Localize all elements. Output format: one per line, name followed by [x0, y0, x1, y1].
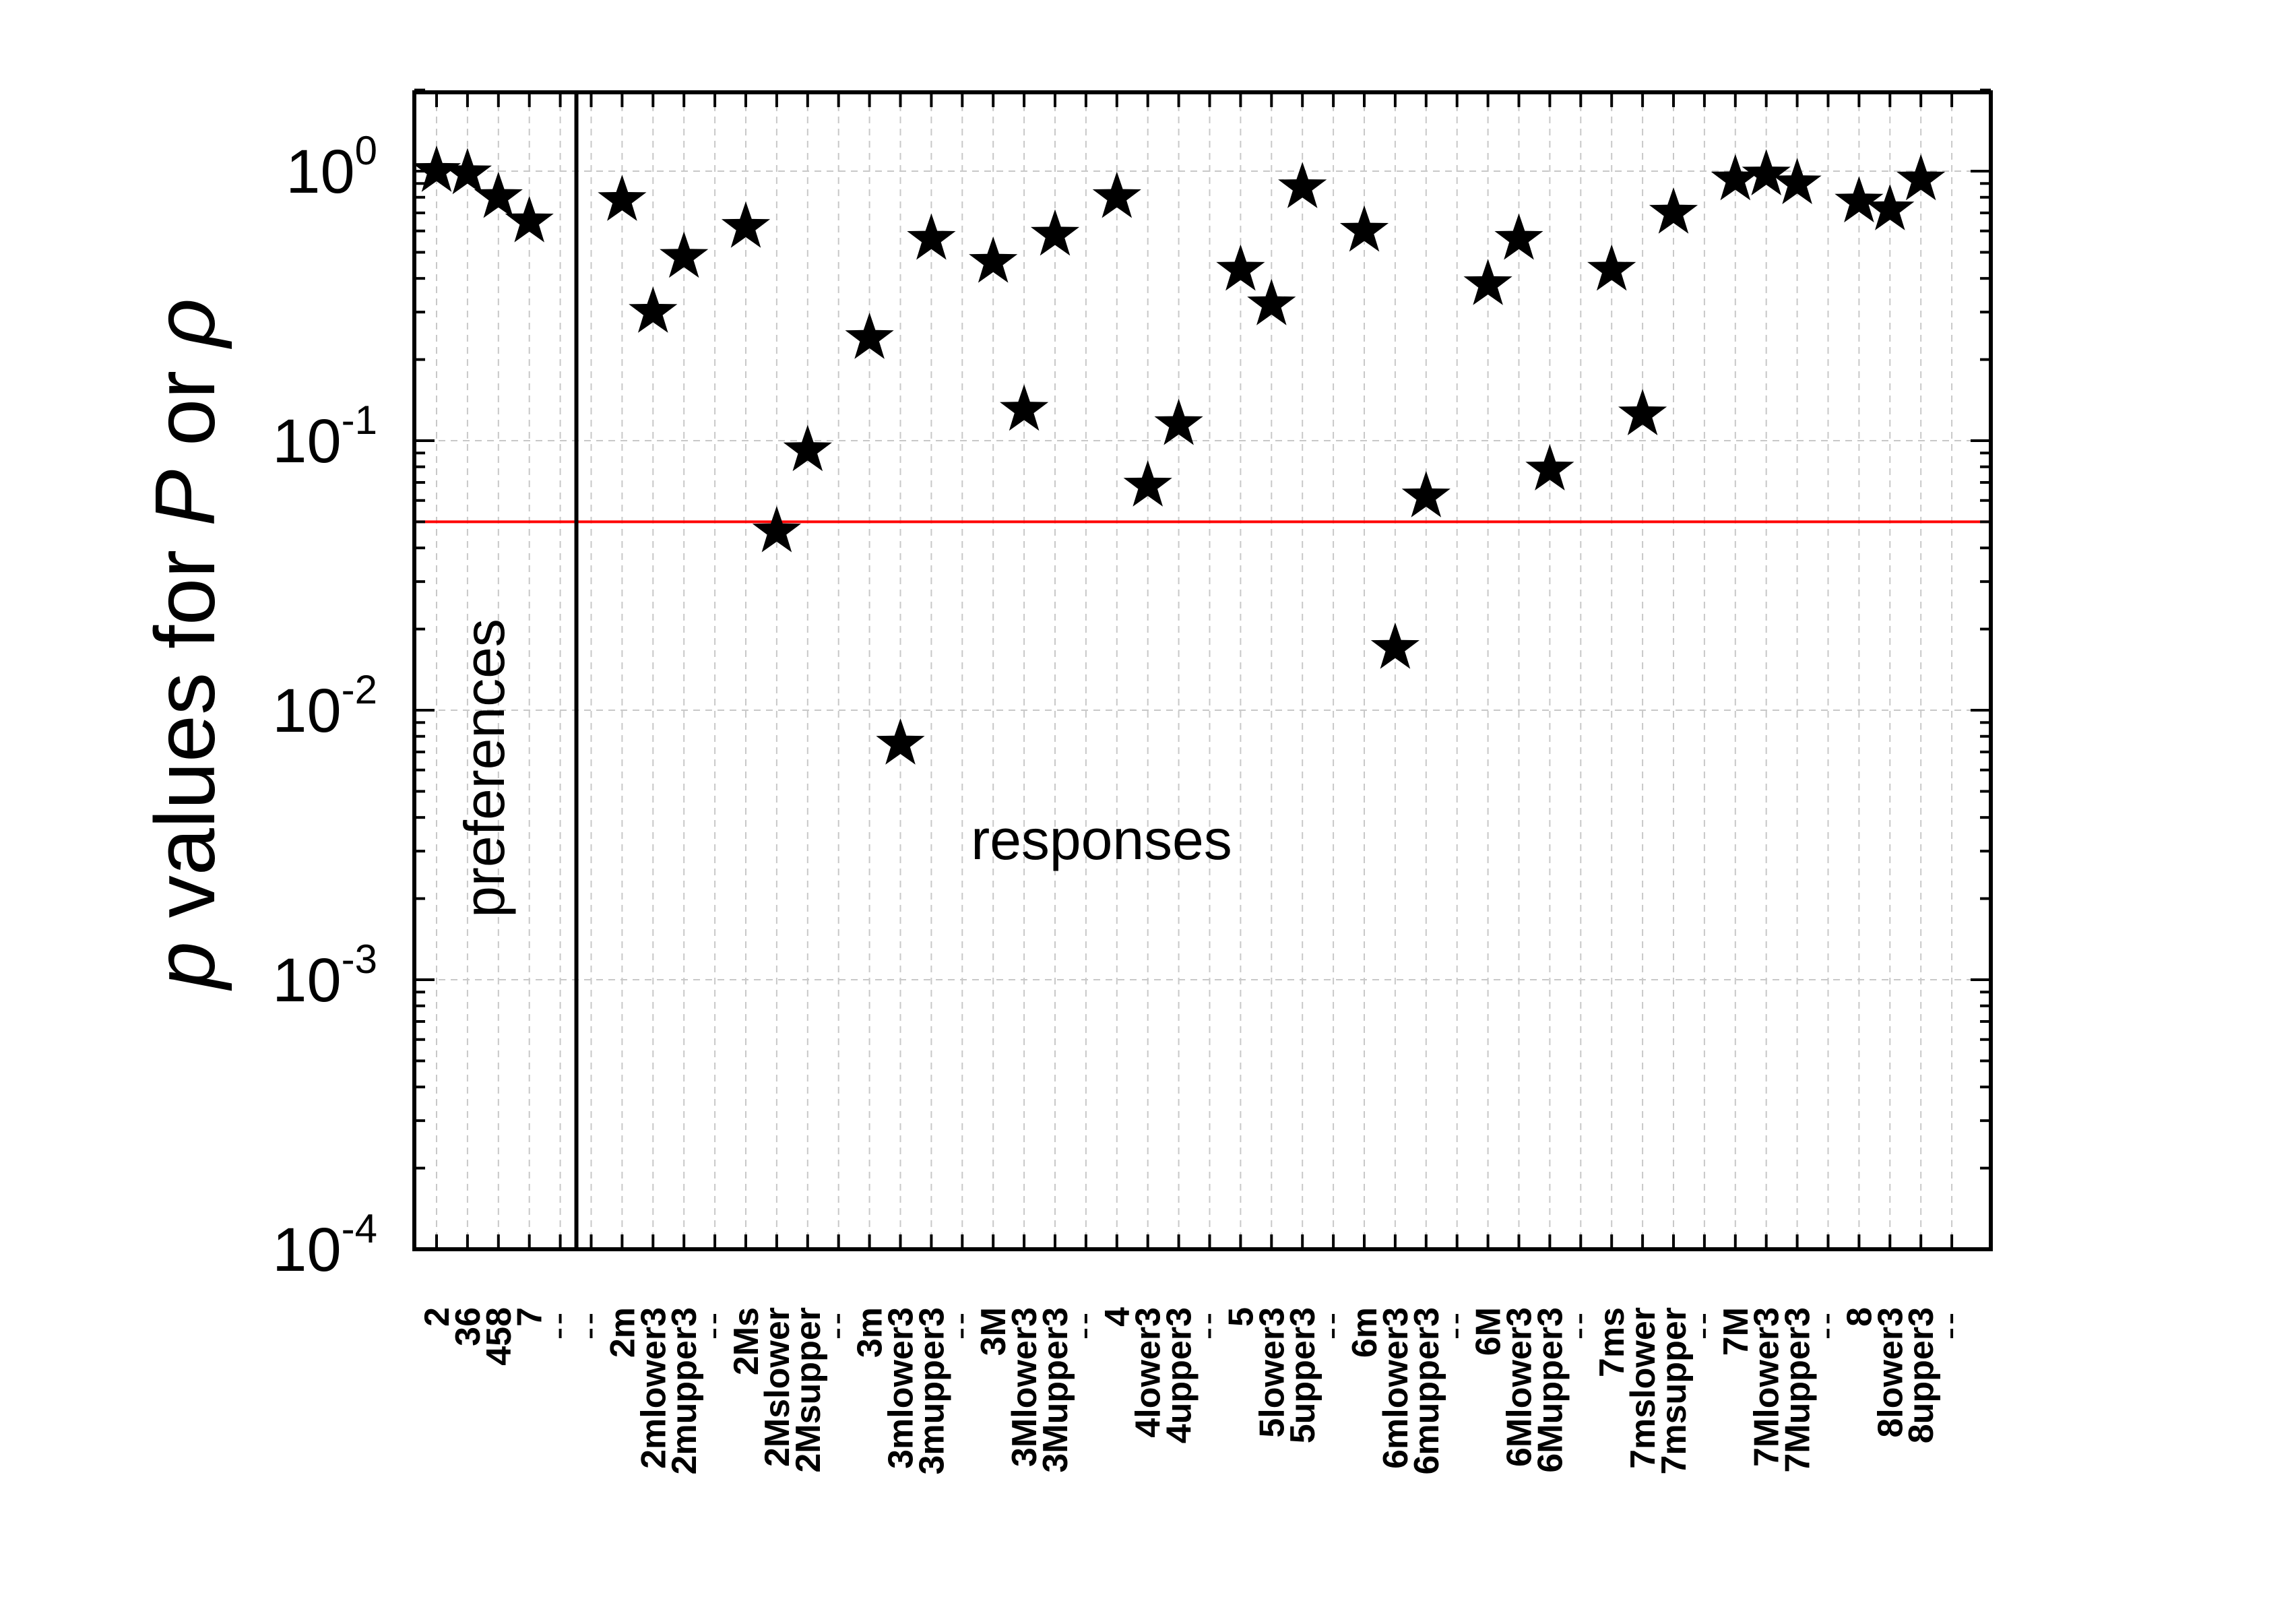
x-tick-label: 7Mupper3 [1779, 1307, 1818, 1473]
x-tick-label: 2Ms [727, 1307, 766, 1375]
x-tick-label: 7mslower [1624, 1307, 1663, 1469]
x-tick-label: 2 [418, 1307, 457, 1327]
data-point-star [629, 286, 678, 333]
data-point-star [1030, 209, 1080, 256]
data-point-star [1216, 244, 1265, 291]
data-point-star [443, 148, 492, 195]
data-point-star [505, 195, 554, 243]
data-point-star [783, 425, 832, 472]
data-point-star [1092, 171, 1141, 218]
x-tick-label: 3mlower3 [882, 1307, 921, 1469]
data-point-star [474, 171, 523, 218]
data-point-star [1463, 259, 1512, 305]
x-tick-label: 7 [511, 1307, 550, 1327]
data-point-star [907, 213, 956, 260]
x-tick-label: 3Mlower3 [1005, 1307, 1044, 1467]
x-tick-label: 5 [1221, 1307, 1261, 1327]
x-tick-label: 7Mlower3 [1748, 1307, 1787, 1467]
y-axis-label-P: P [137, 470, 232, 526]
x-tick-label: 458 [480, 1307, 519, 1366]
y-axis: 100 10-1 10-2 10-3 10-4 [272, 88, 1991, 1284]
y-tick-label: 10-3 [272, 937, 377, 1015]
data-point-star [1835, 176, 1884, 223]
data-point-star [1000, 384, 1049, 431]
data-point-star [1865, 184, 1915, 230]
x-tick-label: 2mupper3 [665, 1307, 704, 1475]
data-point-star [1742, 149, 1791, 195]
data-point-star [1154, 398, 1203, 445]
annotation-preferences: preferences [453, 619, 516, 918]
x-tick-label: 6mupper3 [1407, 1307, 1446, 1475]
data-point-star [1339, 205, 1389, 252]
x-tick-label: 4upper3 [1160, 1307, 1199, 1443]
grid-layer [414, 92, 1991, 1250]
x-tick-label: 3m [851, 1307, 890, 1358]
data-point-star [845, 312, 894, 359]
x-tick-label: 7ms [1593, 1307, 1632, 1377]
data-series [412, 146, 1946, 765]
data-point-star [1711, 154, 1760, 201]
x-tick-label: 2Msupper [789, 1307, 828, 1473]
plot-border [412, 90, 1993, 1251]
y-axis-label-text: values for [137, 526, 232, 941]
x-tick-label: 8upper3 [1902, 1307, 1941, 1443]
data-point-star [1896, 154, 1946, 201]
x-tick-label: 2m [603, 1307, 642, 1358]
x-tick-label: 6mlower3 [1376, 1307, 1415, 1469]
data-point-star [1370, 622, 1420, 669]
x-tick-label: 36 [449, 1307, 488, 1346]
y-tick-label: 10-1 [272, 398, 377, 476]
y-tick-label: 100 [286, 128, 377, 206]
y-axis-label-rho: ρ [137, 298, 232, 350]
x-tick-label: 6Mupper3 [1531, 1307, 1570, 1473]
data-point-star [412, 146, 461, 192]
y-tick-label: 10-2 [272, 667, 377, 745]
x-tick-label: 8lower3 [1871, 1307, 1910, 1438]
data-point-star [1618, 389, 1667, 435]
x-tick-label: 2mlower3 [634, 1307, 673, 1469]
y-axis-label-or: or [137, 347, 232, 470]
x-tick-label: 8 [1840, 1307, 1879, 1327]
data-point-star [1649, 187, 1698, 234]
x-tick-label: 3Mupper3 [1036, 1307, 1075, 1473]
x-tick-label: 6m [1345, 1307, 1384, 1358]
x-tick-label: 6M [1469, 1307, 1508, 1356]
data-point-star [1123, 460, 1172, 507]
data-point-star [969, 236, 1018, 283]
data-point-star [1587, 244, 1636, 291]
data-point-star [1494, 213, 1543, 260]
x-tick-label: 7msupper [1655, 1307, 1694, 1475]
x-tick-label: 4lower3 [1129, 1307, 1168, 1438]
x-tick-label: 6Mlower3 [1500, 1307, 1539, 1467]
x-tick-label: 5upper3 [1283, 1307, 1322, 1443]
data-point-star [721, 201, 771, 248]
data-point-star [876, 718, 925, 765]
x-tick-label: 4 [1098, 1307, 1137, 1327]
y-axis-label: p values for P or ρ [137, 298, 232, 992]
x-tick-label: 3M [974, 1307, 1013, 1356]
data-point-star [1773, 158, 1822, 204]
data-point-star [752, 505, 801, 553]
y-tick-label: 10-4 [272, 1206, 377, 1284]
data-point-star [1401, 471, 1450, 517]
data-point-star [660, 231, 709, 278]
data-point-star [1525, 444, 1574, 491]
x-tick-label: 5lower3 [1252, 1307, 1292, 1438]
data-point-star [1247, 278, 1296, 325]
x-tick-label: 7M [1717, 1307, 1756, 1356]
data-point-star [598, 175, 647, 221]
annotation-responses: responses [971, 808, 1232, 871]
plot-frame [412, 90, 1993, 1251]
x-tick-label: 3mupper3 [912, 1307, 951, 1475]
y-axis-label-p: p [137, 941, 232, 991]
data-point-star [1278, 162, 1327, 208]
x-tick-label: 2Mslower [758, 1307, 797, 1467]
